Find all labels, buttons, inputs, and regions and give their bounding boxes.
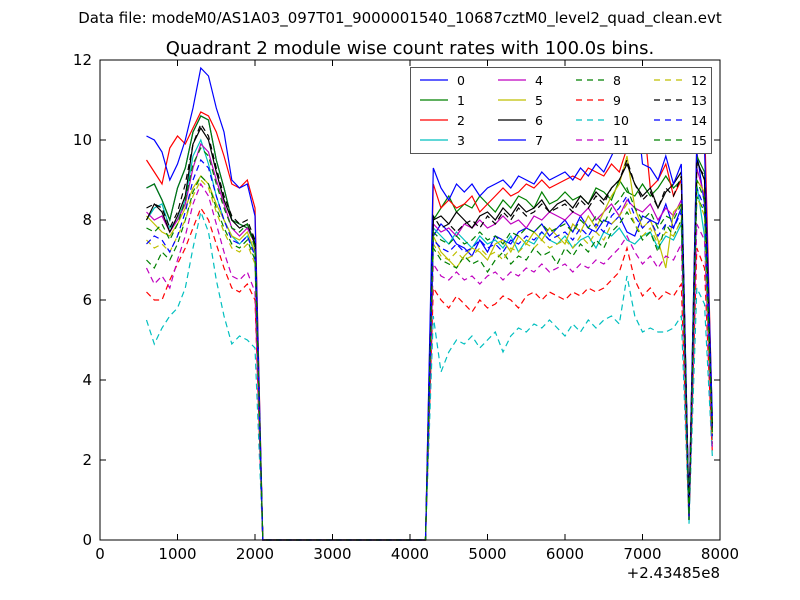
y-tick-label: 6 <box>82 291 92 309</box>
legend-item-10: 10 <box>575 112 629 128</box>
legend-item-14: 14 <box>653 112 707 128</box>
legend-item-15: 15 <box>653 132 707 148</box>
y-tick-label: 10 <box>73 131 92 149</box>
x-tick-label: 2000 <box>236 545 274 563</box>
legend-item-5: 5 <box>497 92 543 108</box>
legend-label-11: 11 <box>613 132 629 148</box>
legend-label-3: 3 <box>457 132 465 148</box>
legend-label-9: 9 <box>613 92 621 108</box>
legend-item-8: 8 <box>575 72 621 88</box>
legend-label-5: 5 <box>535 92 543 108</box>
x-tick-label: 0 <box>95 545 105 563</box>
legend-label-7: 7 <box>535 132 543 148</box>
data-file-suptitle: Data file: modeM0/AS1A03_097T01_90000015… <box>78 9 722 27</box>
legend-swatch-8 <box>576 79 604 81</box>
legend-swatch-9 <box>576 99 604 101</box>
legend-item-0: 0 <box>419 72 465 88</box>
legend-item-6: 6 <box>497 112 543 128</box>
legend-swatch-13 <box>654 99 682 101</box>
legend-label-15: 15 <box>691 132 707 148</box>
x-tick-label: 6000 <box>546 545 584 563</box>
legend-item-3: 3 <box>419 132 465 148</box>
x-tick-label: 1000 <box>158 545 196 563</box>
legend-item-9: 9 <box>575 92 621 108</box>
chart-title: Quadrant 2 module wise count rates with … <box>166 38 655 59</box>
legend-label-6: 6 <box>535 112 543 128</box>
legend-swatch-5 <box>498 99 526 101</box>
series-line-10 <box>145 209 713 541</box>
y-tick-label: 12 <box>73 51 92 69</box>
legend-swatch-7 <box>498 139 526 141</box>
legend-item-7: 7 <box>497 132 543 148</box>
legend-label-1: 1 <box>457 92 465 108</box>
series-line-14 <box>146 158 713 541</box>
legend-swatch-14 <box>654 119 682 121</box>
y-tick-label: 0 <box>82 531 92 549</box>
legend-swatch-12 <box>654 79 682 81</box>
legend-swatch-10 <box>576 119 604 121</box>
legend-swatch-15 <box>654 139 682 141</box>
legend-item-11: 11 <box>575 132 629 148</box>
legend-label-14: 14 <box>691 112 707 128</box>
legend-label-4: 4 <box>535 72 543 88</box>
legend-swatch-1 <box>420 99 448 101</box>
legend-swatch-0 <box>420 79 448 81</box>
legend-swatch-2 <box>420 119 448 121</box>
ticks-layer: 0 1000 2000 3000 4000 5000 6000 7000 80000246810… <box>73 51 739 563</box>
y-tick-label: 8 <box>82 211 92 229</box>
legend-swatch-3 <box>420 139 448 141</box>
x-tick-label: 7000 <box>623 545 661 563</box>
x-tick-label: 8000 <box>701 545 739 563</box>
legend-label-8: 8 <box>613 72 621 88</box>
legend-item-13: 13 <box>653 92 707 108</box>
legend: 0 1 2 3 4 5 6 7 8 9 10 11 12 13 14 15 <box>410 67 712 154</box>
legend-label-13: 13 <box>691 92 707 108</box>
x-tick-label: 5000 <box>468 545 506 563</box>
legend-item-1: 1 <box>419 92 465 108</box>
legend-label-0: 0 <box>457 72 465 88</box>
legend-label-10: 10 <box>613 112 629 128</box>
legend-label-12: 12 <box>691 72 707 88</box>
legend-swatch-11 <box>576 139 604 141</box>
series-line-15 <box>146 146 713 541</box>
y-tick-label: 2 <box>82 451 92 469</box>
legend-item-2: 2 <box>419 112 465 128</box>
legend-item-12: 12 <box>653 72 707 88</box>
series-line-11 <box>145 182 713 541</box>
x-tick-label: 4000 <box>391 545 429 563</box>
y-tick-label: 4 <box>82 371 92 389</box>
x-tick-label: 3000 <box>313 545 351 563</box>
x-offset-label: +2.43485e8 <box>627 564 720 582</box>
legend-label-2: 2 <box>457 112 465 128</box>
legend-swatch-6 <box>498 119 526 121</box>
series-line-2 <box>145 106 713 541</box>
legend-swatch-4 <box>498 79 526 81</box>
legend-item-4: 4 <box>497 72 543 88</box>
